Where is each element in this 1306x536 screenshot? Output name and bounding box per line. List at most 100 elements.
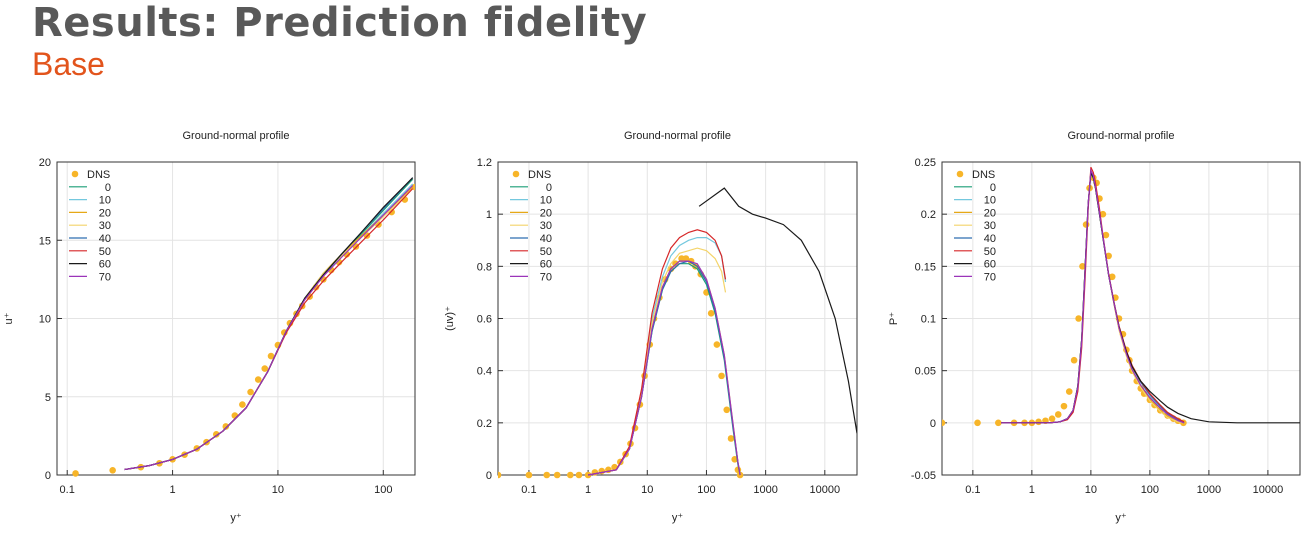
series-line-20 <box>1001 170 1185 424</box>
y-tick-label: 0 <box>486 470 492 482</box>
y-tick-label: 0.1 <box>921 314 936 326</box>
dns-point <box>109 467 116 474</box>
dns-point <box>1082 221 1090 228</box>
dns-point <box>942 419 946 427</box>
y-tick-label: 5 <box>45 392 51 404</box>
series-line-40 <box>1001 170 1185 424</box>
y-tick-label: 20 <box>39 157 51 169</box>
y-tick-label: 0 <box>45 470 51 482</box>
dns-point <box>1108 273 1116 281</box>
x-tick-label: 1000 <box>753 484 777 496</box>
x-axis-label: y⁺ <box>672 512 684 524</box>
y-tick-label: -0.05 <box>911 470 936 482</box>
dns-point <box>995 419 1002 427</box>
dns-point <box>1102 231 1110 239</box>
chart-title: Ground-normal profile <box>183 130 290 142</box>
series-line-50 <box>1001 166 1185 424</box>
chart-title: Ground-normal profile <box>1068 130 1175 142</box>
dns-point <box>1060 402 1068 410</box>
x-tick-label: 10 <box>1085 484 1097 496</box>
legend-label-10: 10 <box>984 195 996 207</box>
series-line-30 <box>1001 170 1185 424</box>
x-tick-label: 0.1 <box>521 484 536 496</box>
x-tick-label: 1000 <box>1197 484 1221 496</box>
slide-title: Results: Prediction fidelity <box>32 0 648 46</box>
dns-point <box>1099 210 1107 218</box>
x-tick-label: 1 <box>170 484 176 496</box>
y-axis-label: P⁺ <box>888 312 900 325</box>
x-tick-label: 1 <box>1029 484 1035 496</box>
x-tick-label: 0.1 <box>965 484 980 496</box>
dns-point <box>72 470 79 477</box>
dns-point <box>525 471 533 479</box>
dns-point <box>723 406 731 414</box>
legend-label-30: 30 <box>984 220 996 232</box>
series-line-60 <box>1001 170 1300 424</box>
legend-label-0: 0 <box>990 182 996 194</box>
legend-label-40: 40 <box>540 233 552 245</box>
x-tick-label: 10000 <box>810 484 841 496</box>
dns-point <box>567 471 574 479</box>
legend-label-60: 60 <box>540 259 552 271</box>
plot-area <box>942 166 1300 427</box>
x-tick-label: 100 <box>374 484 392 496</box>
series-line-60 <box>698 187 857 434</box>
legend-label-dns: DNS <box>87 169 110 181</box>
legend-label-70: 70 <box>984 271 996 283</box>
dns-point <box>1065 388 1073 395</box>
dns-point <box>254 376 262 383</box>
legend-label-70: 70 <box>99 271 111 283</box>
legend-label-30: 30 <box>540 220 552 232</box>
series-line-70 <box>1001 167 1185 424</box>
dns-point <box>239 401 246 408</box>
legend-label-40: 40 <box>984 233 996 245</box>
legend-label-30: 30 <box>99 220 111 232</box>
dns-point <box>267 352 275 360</box>
legend-label-dns: DNS <box>972 169 995 181</box>
legend-label-10: 10 <box>99 195 111 207</box>
series-line-70 <box>124 185 414 471</box>
series-line-10 <box>1001 170 1185 424</box>
dns-point <box>682 255 690 262</box>
dns-point <box>1048 415 1056 422</box>
y-tick-label: 0.2 <box>921 209 936 221</box>
chart-title: Ground-normal profile <box>624 130 731 142</box>
y-axis-label: (uv)⁺ <box>444 306 456 331</box>
legend-label-50: 50 <box>984 246 996 258</box>
y-tick-label: 1.2 <box>477 157 492 169</box>
dns-point <box>727 435 735 442</box>
x-tick-label: 100 <box>1141 484 1159 496</box>
y-tick-label: 0.25 <box>915 157 936 169</box>
dns-point <box>1105 252 1112 260</box>
series-line-70 <box>587 260 741 476</box>
y-tick-label: 15 <box>39 235 51 247</box>
x-tick-label: 0.1 <box>60 484 75 496</box>
x-tick-label: 10000 <box>1253 484 1284 496</box>
x-tick-label: 10 <box>641 484 653 496</box>
legend-label-50: 50 <box>540 246 552 258</box>
legend-dns-marker <box>956 170 964 178</box>
y-tick-label: 0.8 <box>477 261 492 273</box>
legend-dns-marker <box>71 170 79 178</box>
plot-area <box>72 177 415 477</box>
dns-point <box>222 423 230 430</box>
legend-label-60: 60 <box>99 259 111 271</box>
legend-label-dns: DNS <box>528 169 551 181</box>
dns-point <box>212 431 220 438</box>
dns-point <box>707 309 715 317</box>
dns-point <box>553 471 561 479</box>
y-tick-label: 0.2 <box>477 418 492 430</box>
y-axis-label: u⁺ <box>3 312 15 324</box>
legend-label-60: 60 <box>984 259 996 271</box>
dns-point <box>247 388 254 396</box>
y-tick-label: 10 <box>39 314 51 326</box>
y-tick-label: 1 <box>486 209 492 221</box>
dns-point <box>713 341 721 348</box>
plot-area <box>498 187 857 479</box>
dns-point <box>261 365 269 372</box>
legend-label-40: 40 <box>99 233 111 245</box>
dns-point <box>1075 315 1082 322</box>
dns-point <box>974 419 981 427</box>
x-tick-label: 100 <box>697 484 715 496</box>
